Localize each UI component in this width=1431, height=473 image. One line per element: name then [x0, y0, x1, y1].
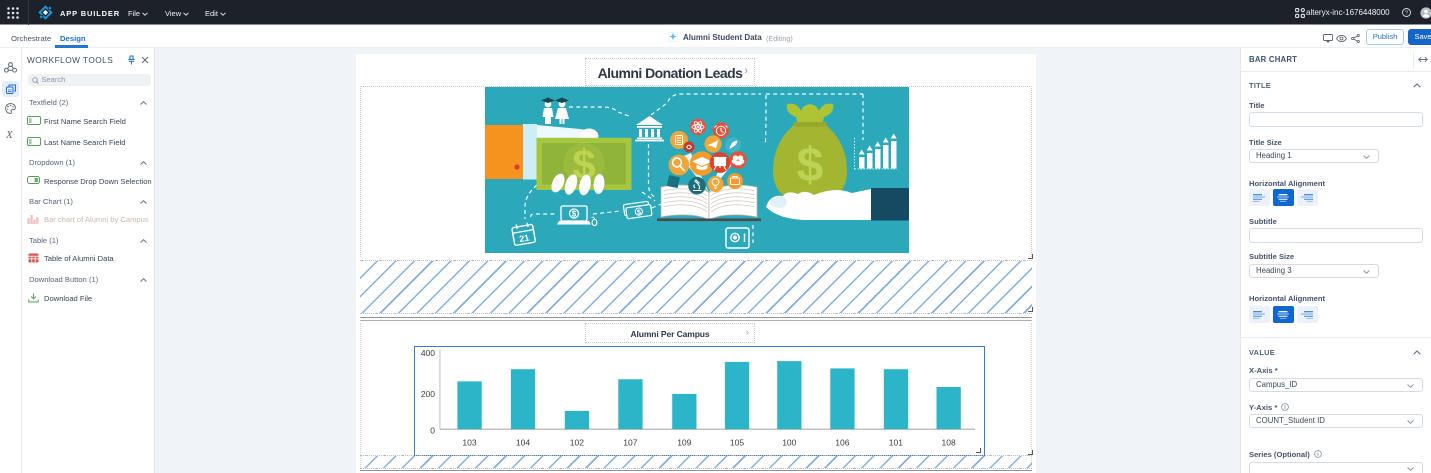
- svg-text:400: 400: [421, 348, 435, 358]
- svg-text:100: 100: [782, 438, 796, 448]
- svg-text:21: 21: [518, 233, 530, 245]
- svg-text:102: 102: [570, 438, 584, 448]
- svg-text:103: 103: [462, 438, 476, 448]
- svg-text:i: i: [1317, 452, 1319, 458]
- svg-text:?: ?: [1405, 11, 1409, 17]
- svg-text:i: i: [1285, 405, 1287, 411]
- svg-text:200: 200: [421, 389, 435, 399]
- svg-text:107: 107: [623, 438, 637, 448]
- svg-text:106: 106: [835, 438, 849, 448]
- svg-text:$: $: [637, 209, 642, 216]
- svg-text:$: $: [797, 139, 824, 192]
- svg-text:101: 101: [889, 438, 903, 448]
- svg-text:$: $: [572, 141, 595, 188]
- svg-text:104: 104: [516, 438, 530, 448]
- svg-text:105: 105: [730, 438, 744, 448]
- svg-text:0: 0: [430, 426, 435, 436]
- svg-text:108: 108: [942, 438, 956, 448]
- svg-text:$: $: [572, 210, 577, 219]
- svg-text:109: 109: [677, 438, 691, 448]
